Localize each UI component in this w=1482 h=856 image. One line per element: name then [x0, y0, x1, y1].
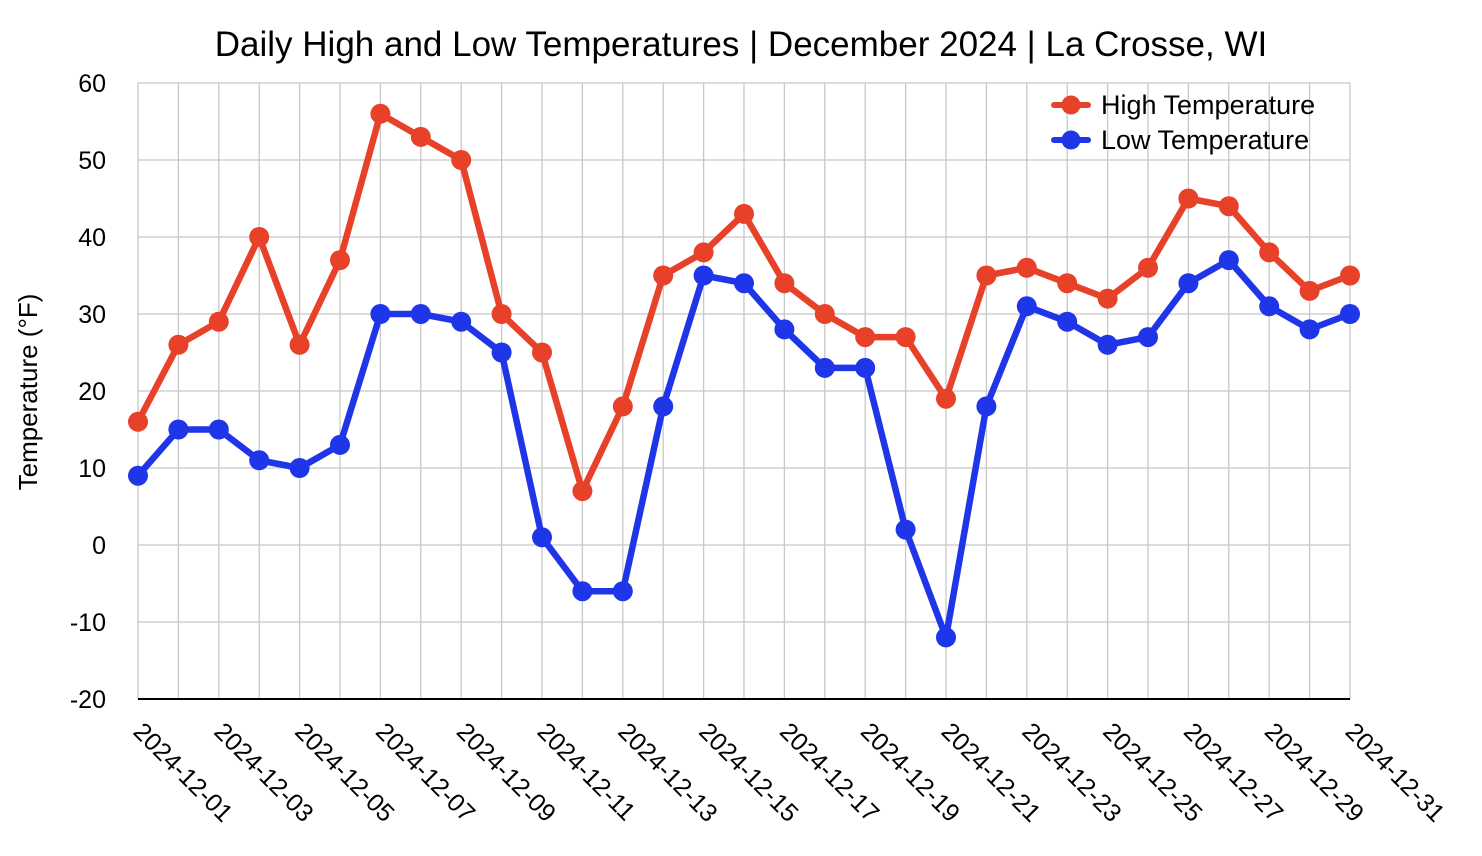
y-tick-label: 10 — [78, 455, 106, 483]
data-point — [168, 334, 189, 355]
data-point — [1016, 257, 1037, 278]
chart-title: Daily High and Low Temperatures | Decemb… — [215, 25, 1267, 64]
y-tick-label: 0 — [92, 532, 106, 560]
grid-layer — [137, 82, 1351, 699]
data-point — [1057, 311, 1078, 332]
data-point — [936, 627, 956, 648]
data-point — [1299, 280, 1320, 301]
data-point — [410, 126, 431, 147]
data-point — [1299, 319, 1320, 340]
data-point — [208, 311, 229, 332]
data-point — [410, 304, 431, 324]
data-point — [128, 411, 148, 432]
data-point — [653, 396, 674, 417]
legend-swatch-marker — [1061, 130, 1081, 150]
data-point — [370, 103, 391, 124]
data-point — [330, 250, 350, 271]
data-point — [491, 304, 512, 324]
data-point — [653, 265, 674, 286]
data-point — [289, 334, 310, 355]
data-point — [1178, 188, 1199, 209]
y-axis-label: Temperature (°F) — [13, 294, 43, 491]
data-point — [814, 357, 835, 378]
series-high — [128, 103, 1360, 502]
series-layer — [128, 103, 1360, 648]
data-point — [330, 434, 350, 455]
data-point — [249, 227, 270, 247]
data-point — [1340, 304, 1360, 324]
data-point — [814, 304, 835, 324]
data-point — [976, 265, 997, 286]
data-point — [572, 481, 593, 502]
data-point — [491, 342, 512, 363]
y-tick-label: 60 — [78, 70, 106, 98]
data-point — [1138, 257, 1158, 278]
data-point — [1340, 265, 1360, 286]
y-tick-label: 40 — [78, 224, 106, 252]
data-point — [451, 311, 472, 332]
data-point — [1138, 327, 1158, 348]
data-point — [855, 357, 876, 378]
data-point — [1057, 273, 1078, 294]
data-point — [1218, 196, 1239, 217]
data-point — [612, 396, 633, 417]
data-point — [249, 450, 270, 471]
series-low — [128, 250, 1360, 648]
legend-label: High Temperature — [1101, 90, 1315, 120]
data-point — [855, 327, 876, 348]
data-point — [1097, 334, 1118, 355]
data-point — [532, 342, 552, 363]
y-tick-label: -20 — [70, 686, 106, 714]
data-point — [1178, 273, 1199, 294]
tick-layer: -20-1001020304050602024-12-012024-12-032… — [70, 70, 1450, 828]
data-point — [1259, 296, 1280, 317]
data-point — [693, 242, 714, 263]
data-point — [1016, 296, 1037, 317]
data-point — [976, 396, 997, 417]
data-point — [734, 273, 754, 294]
data-point — [532, 527, 552, 548]
data-point — [734, 203, 754, 224]
legend-swatch-marker — [1061, 95, 1081, 115]
data-point — [370, 304, 391, 324]
data-point — [1218, 250, 1239, 271]
data-point — [128, 465, 148, 486]
y-tick-label: 50 — [78, 147, 106, 175]
data-point — [1259, 242, 1280, 263]
data-point — [572, 581, 593, 602]
legend-label: Low Temperature — [1101, 125, 1309, 155]
data-point — [693, 265, 714, 286]
data-point — [168, 419, 189, 440]
data-point — [895, 519, 916, 540]
data-point — [451, 150, 472, 170]
data-point — [774, 319, 795, 340]
data-point — [936, 388, 956, 409]
y-tick-label: 30 — [78, 301, 106, 329]
y-tick-label: -10 — [70, 609, 106, 637]
legend: High Temperature Low Temperature — [1051, 90, 1315, 155]
data-point — [1097, 288, 1118, 309]
data-point — [612, 581, 633, 602]
data-point — [774, 273, 795, 294]
data-point — [895, 327, 916, 348]
y-tick-label: 20 — [78, 378, 106, 406]
data-point — [208, 419, 229, 440]
data-point — [289, 458, 310, 478]
